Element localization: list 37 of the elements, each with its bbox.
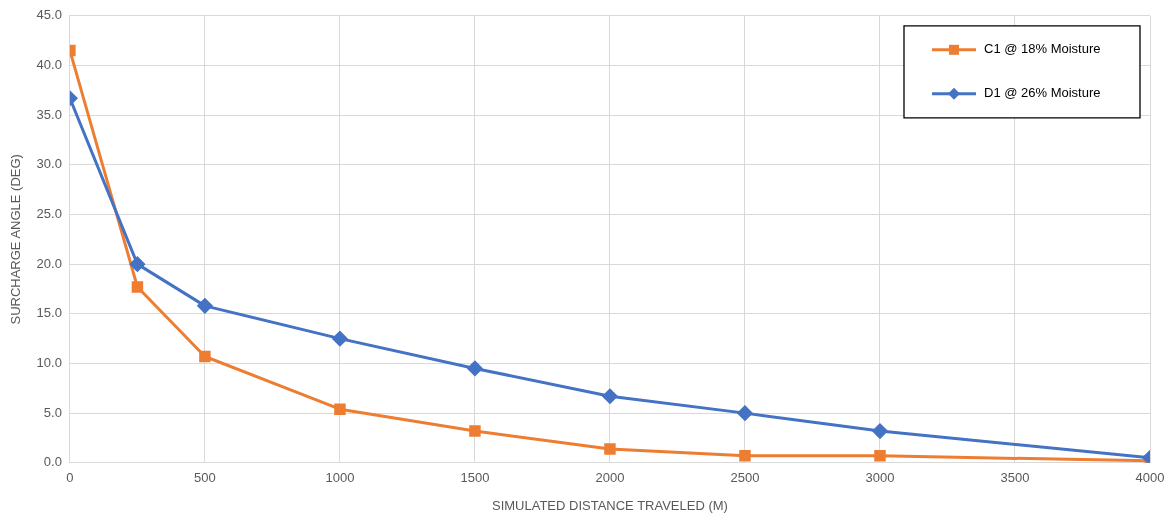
x-tick-label: 1000 <box>325 470 355 486</box>
y-tick-label: 20.0 <box>36 255 62 271</box>
point <box>602 388 618 404</box>
point <box>467 360 483 376</box>
point <box>469 425 481 437</box>
x-tick-label: 2500 <box>730 470 760 486</box>
x-tick-label: 0 <box>66 470 74 486</box>
y-tick-label: 15.0 <box>36 305 62 321</box>
point <box>737 405 753 421</box>
y-tick-label: 25.0 <box>36 206 62 222</box>
point <box>131 281 144 293</box>
point <box>129 256 145 272</box>
x-tick-label: 500 <box>194 470 216 486</box>
point <box>334 403 346 415</box>
y-tick-label: 0.0 <box>43 454 62 470</box>
x-tick-label: 3000 <box>865 470 895 486</box>
legend-label: D1 @ 26% Moisture <box>984 85 1101 101</box>
point <box>199 350 211 363</box>
point <box>739 450 751 462</box>
y-tick-label: 35.0 <box>36 106 62 122</box>
y-tick-label: 45.0 <box>36 7 62 23</box>
point <box>197 298 213 314</box>
legend-label: C1 @ 18% Moisture <box>984 41 1101 57</box>
x-tick-label: 3500 <box>1000 470 1030 486</box>
y-tick-label: 30.0 <box>36 156 62 172</box>
x-tick-label: 2000 <box>595 470 625 486</box>
x-axis-title: SIMULATED DISTANCE TRAVELED (M) <box>491 497 728 513</box>
y-tick-label: 40.0 <box>36 57 62 73</box>
point <box>872 423 888 439</box>
point <box>332 331 348 347</box>
point <box>604 443 616 455</box>
point <box>874 450 886 462</box>
x-tick-label: 4000 <box>1135 470 1165 486</box>
y-axis-title: SURCHARGE ANGLE (DEG) <box>8 154 24 325</box>
x-tick-label: 1500 <box>460 470 490 486</box>
y-tick-label: 10.0 <box>36 355 62 371</box>
y-tick-label: 5.0 <box>43 404 62 420</box>
